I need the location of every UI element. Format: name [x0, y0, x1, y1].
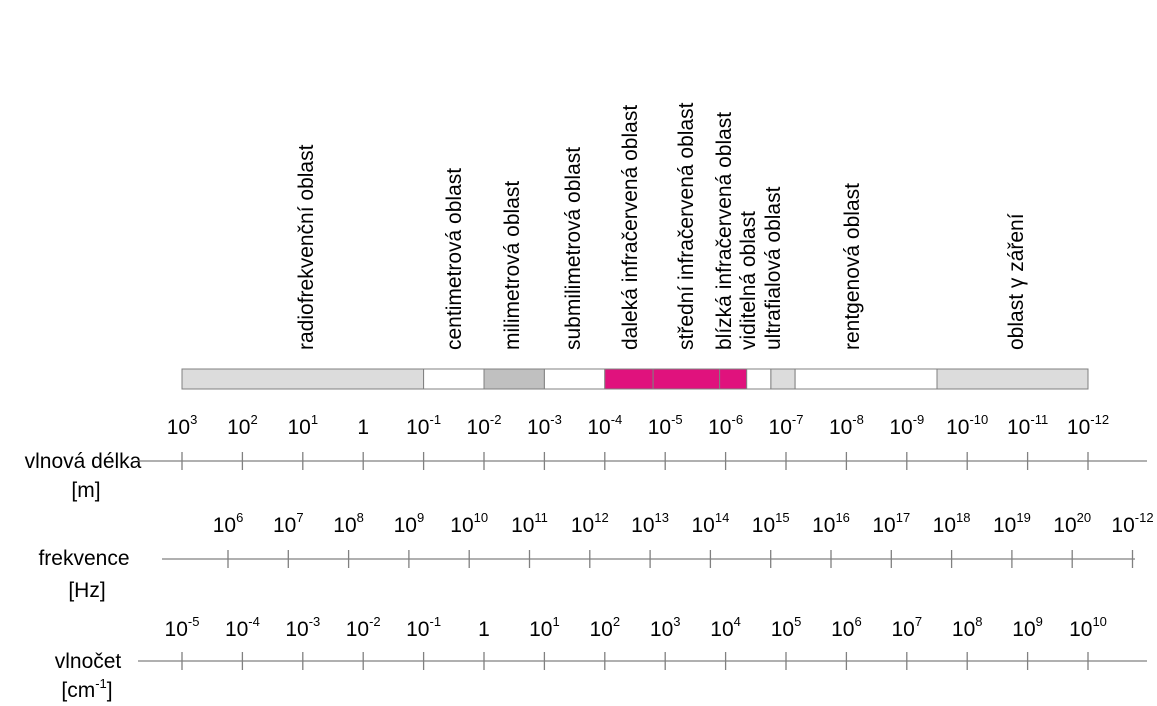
wavelength-tick-label-3: 101 — [288, 412, 319, 439]
frequency-scale: frekvence [Hz] 106 107 108 109 1010 1011 1012 101… — [38, 510, 1153, 602]
spectrum-segment-7 — [719, 368, 748, 390]
wavelength-tick-label-16: 10-12 — [1067, 412, 1109, 439]
wavenumber-tick-label-7: 101 — [529, 614, 560, 641]
frequency-tick-label-4: 109 — [394, 510, 425, 537]
region-label-3: milimetrová oblast — [501, 181, 524, 350]
spectrum-segment-11 — [936, 368, 1089, 390]
wavenumber-tick-label-15: 109 — [1012, 614, 1043, 641]
region-label-6: střední infračervená oblast — [675, 102, 698, 350]
frequency-tick-label-15: 1020 — [1053, 510, 1091, 537]
wavenumber-tick-label-12: 106 — [831, 614, 862, 641]
spectrum-segment-10 — [794, 368, 938, 390]
wavenumber-tick-label-11: 105 — [771, 614, 802, 641]
wavelength-tick-label-15: 10-11 — [1007, 412, 1048, 439]
spectrum-segment-5 — [604, 368, 654, 390]
wavelength-tick-label-4: 1 — [357, 416, 369, 439]
wavelength-tick-label-13: 10-9 — [889, 412, 924, 439]
frequency-tick-label-1: 106 — [213, 510, 244, 537]
wavelength-scale: vlnová délka [m] 103 102 101 1 10-1 10-2 10-3 10-… — [25, 412, 1147, 502]
frequency-tick-label-2: 107 — [273, 510, 304, 537]
wavenumber-tick-label-4: 10-2 — [346, 614, 381, 641]
wavenumber-tick-label-9: 103 — [650, 614, 681, 641]
frequency-tick-label-12: 1017 — [872, 510, 910, 537]
frequency-tick-label-8: 1013 — [631, 510, 669, 537]
spectrum-segment-4 — [543, 368, 606, 390]
spectrum-segment-3 — [483, 368, 545, 390]
frequency-tick-label-6: 1011 — [511, 510, 548, 537]
frequency-tick-label-11: 1016 — [812, 510, 850, 537]
frequency-tick-label-13: 1018 — [933, 510, 971, 537]
frequency-title: frekvence — [38, 547, 129, 570]
spectrum-segment-2 — [423, 368, 485, 390]
region-labels: radiofrekvenční oblast centimetrová oblas… — [295, 102, 1028, 350]
region-label-4: submilimetrová oblast — [562, 147, 585, 350]
wavelength-title: vlnová délka — [25, 450, 142, 473]
region-label-8: viditelná oblast — [737, 211, 760, 350]
frequency-tick-label-3: 108 — [333, 510, 364, 537]
spectrum-segment-6 — [652, 368, 720, 390]
wavelength-unit: [m] — [71, 479, 100, 502]
spectrum-segment-9 — [770, 368, 796, 390]
spectrum-bar — [181, 368, 1089, 390]
wavelength-tick-label-9: 10-5 — [648, 412, 683, 439]
wavelength-tick-label-2: 102 — [227, 412, 258, 439]
wavelength-tick-label-11: 10-7 — [769, 412, 804, 439]
region-label-7: blízká infračervená oblast — [713, 112, 736, 350]
wavenumber-tick-label-14: 108 — [952, 614, 983, 641]
wavelength-tick-label-1: 103 — [167, 412, 198, 439]
frequency-tick-label-5: 1010 — [450, 510, 488, 537]
wavelength-tick-label-8: 10-4 — [587, 412, 622, 439]
wavelength-tick-label-12: 10-8 — [829, 412, 864, 439]
region-label-9: ultrafialová oblast — [762, 186, 785, 350]
region-label-11: oblast γ záření — [1005, 213, 1028, 350]
wavenumber-title: vlnočet — [55, 650, 122, 673]
wavenumber-tick-label-13: 107 — [892, 614, 923, 641]
wavelength-tick-label-6: 10-2 — [467, 412, 502, 439]
spectrum-segment-1 — [181, 368, 425, 390]
frequency-tick-label-10: 1015 — [752, 510, 790, 537]
region-label-10: rentgenová oblast — [841, 183, 864, 350]
spectrum-segment-8 — [746, 368, 772, 390]
wavenumber-scale: vlnočet [cm-1] 10-5 10-4 10-3 10-2 10-1 1 101 102… — [55, 614, 1147, 702]
wavenumber-tick-label-3: 10-3 — [285, 614, 320, 641]
region-label-5: daleká infračervená oblast — [619, 105, 642, 350]
wavenumber-tick-label-6: 1 — [478, 618, 490, 641]
frequency-tick-label-9: 1014 — [691, 510, 729, 537]
wavenumber-tick-label-2: 10-4 — [225, 614, 260, 641]
region-label-2: centimetrová oblast — [443, 168, 466, 350]
wavenumber-tick-label-10: 104 — [710, 614, 741, 641]
frequency-tick-label-14: 1019 — [993, 510, 1031, 537]
wavelength-tick-label-14: 10-10 — [946, 412, 988, 439]
wavenumber-tick-label-5: 10-1 — [406, 614, 441, 641]
wavelength-tick-label-7: 10-3 — [527, 412, 562, 439]
region-label-1: radiofrekvenční oblast — [295, 144, 318, 350]
wavenumber-tick-label-16: 1010 — [1069, 614, 1107, 641]
frequency-tick-label-16: 10-12 — [1111, 510, 1153, 537]
wavelength-tick-label-5: 10-1 — [406, 412, 441, 439]
wavelength-tick-label-10: 10-6 — [708, 412, 743, 439]
frequency-unit: [Hz] — [68, 579, 105, 602]
wavenumber-unit: [cm-1] — [61, 676, 112, 702]
wavenumber-tick-label-8: 102 — [590, 614, 621, 641]
wavenumber-tick-label-1: 10-5 — [165, 614, 200, 641]
frequency-tick-label-7: 1012 — [571, 510, 609, 537]
scale-rows: vlnová délka[m]103 102 101 1 10-1 10-2 10-3 10-… — [25, 412, 1154, 702]
